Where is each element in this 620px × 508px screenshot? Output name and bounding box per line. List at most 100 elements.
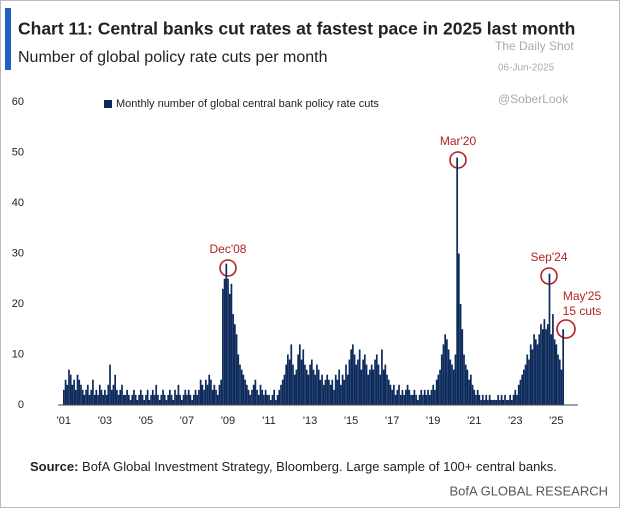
bar (235, 334, 238, 405)
bar (261, 389, 264, 405)
bar (177, 384, 180, 405)
bar (98, 384, 101, 405)
bar (64, 379, 67, 405)
bar (555, 344, 558, 405)
bar (393, 384, 395, 405)
bar (374, 359, 376, 405)
bar (300, 359, 303, 405)
bar (403, 394, 405, 405)
bar (493, 399, 496, 405)
x-tick-label: '09 (221, 415, 235, 427)
bar (134, 394, 137, 405)
bar (80, 384, 82, 405)
bar (309, 364, 311, 405)
bar (473, 389, 476, 405)
bar (292, 364, 294, 405)
bar (312, 369, 315, 405)
bar (232, 314, 234, 405)
bar (160, 394, 163, 405)
bar (81, 389, 84, 405)
bar (389, 384, 392, 405)
bar (343, 379, 346, 405)
legend-label: Monthly number of global central bank po… (116, 98, 379, 110)
bar (122, 394, 125, 405)
bar (466, 369, 469, 405)
bar (483, 399, 486, 405)
bar (541, 329, 544, 405)
bar (459, 304, 462, 405)
bar (206, 384, 209, 405)
bar (543, 319, 546, 405)
bar (222, 288, 224, 405)
bar (502, 399, 505, 405)
bar (210, 379, 212, 405)
bar (430, 389, 433, 405)
bar (63, 389, 65, 405)
bar (524, 364, 527, 405)
bar (358, 349, 361, 405)
bar (199, 379, 202, 405)
bar (110, 389, 113, 405)
bar (220, 379, 223, 405)
bar (399, 394, 402, 405)
bar (375, 354, 378, 405)
bar (487, 399, 489, 405)
bar (334, 374, 337, 405)
bar (239, 364, 241, 405)
bar (228, 293, 231, 405)
bar (208, 374, 211, 405)
bar (230, 283, 233, 405)
bar (522, 369, 525, 405)
bar (394, 394, 397, 405)
y-tick-label: 20 (12, 298, 24, 310)
bar (557, 354, 559, 405)
bar (88, 394, 91, 405)
bar (234, 324, 236, 405)
bar (266, 394, 269, 405)
bar (406, 384, 409, 405)
brand: BofA GLOBAL RESEARCH (450, 483, 608, 498)
bar (415, 394, 417, 405)
bar (256, 389, 258, 405)
bar (449, 359, 452, 405)
bar (540, 324, 542, 405)
bar (251, 389, 253, 405)
bar (428, 394, 431, 405)
bar (458, 253, 460, 405)
bar (268, 394, 270, 405)
bar (114, 374, 117, 405)
bar (490, 399, 493, 405)
bar (495, 399, 498, 405)
bar (139, 389, 142, 405)
bar (447, 349, 450, 405)
bar (504, 394, 506, 405)
bar (102, 394, 105, 405)
bar (276, 394, 279, 405)
bar (240, 369, 243, 405)
bar (116, 389, 118, 405)
bar (150, 394, 152, 405)
bar (131, 394, 134, 405)
bar (410, 394, 412, 405)
bar (78, 379, 81, 405)
bar (189, 394, 192, 405)
bar (162, 389, 164, 405)
bar (497, 394, 500, 405)
bar (182, 394, 185, 405)
bar (481, 394, 484, 405)
bar (213, 384, 216, 405)
bar (416, 399, 419, 405)
bar (242, 374, 245, 405)
bar (163, 394, 166, 405)
bar (511, 399, 513, 405)
bar (169, 389, 171, 405)
bar (85, 389, 87, 405)
bar (461, 329, 464, 405)
x-tick-label: '23 (508, 415, 522, 427)
bar (345, 364, 347, 405)
bar (211, 389, 214, 405)
bar (127, 394, 130, 405)
bar (281, 379, 284, 405)
y-tick-label: 30 (12, 247, 24, 259)
bar (316, 364, 318, 405)
